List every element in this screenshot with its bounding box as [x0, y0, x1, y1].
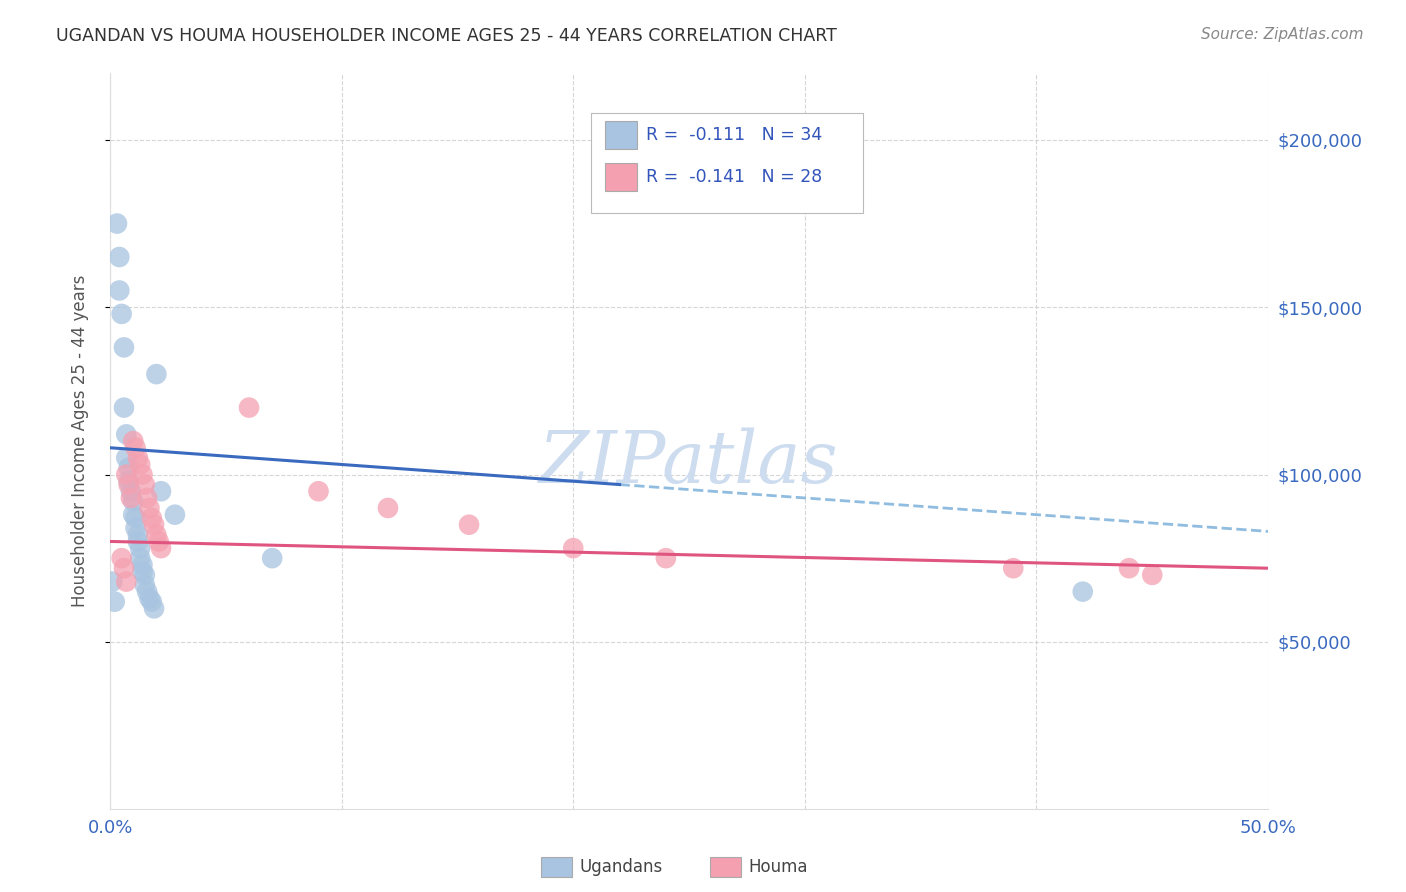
Point — [138, 500, 160, 515]
Point — [117, 474, 139, 488]
Point — [124, 441, 146, 455]
Point — [108, 250, 131, 264]
Point — [101, 574, 124, 589]
Point — [112, 401, 135, 415]
Text: ZIPatlas: ZIPatlas — [540, 428, 839, 499]
Text: Ugandans: Ugandans — [579, 858, 662, 876]
Point — [124, 521, 146, 535]
Point — [115, 450, 138, 465]
Point — [145, 527, 167, 541]
Point — [117, 477, 139, 491]
Point — [1142, 568, 1164, 582]
Point — [112, 340, 135, 354]
Point — [120, 491, 142, 505]
Point — [1118, 561, 1140, 575]
Point — [108, 284, 131, 298]
Point — [111, 307, 134, 321]
Point — [129, 541, 152, 556]
Point — [458, 517, 481, 532]
Point — [141, 595, 163, 609]
Point — [122, 508, 145, 522]
Point — [308, 484, 330, 499]
Point — [131, 467, 153, 482]
Point — [127, 450, 149, 465]
Point — [143, 517, 166, 532]
Point — [115, 427, 138, 442]
Point — [134, 477, 156, 491]
Point — [141, 511, 163, 525]
Point — [131, 558, 153, 572]
Point — [122, 494, 145, 508]
Point — [129, 458, 152, 472]
Point — [150, 484, 173, 499]
Point — [377, 500, 399, 515]
Point — [127, 527, 149, 541]
Text: R =  -0.141   N = 28: R = -0.141 N = 28 — [647, 168, 823, 186]
Text: Source: ZipAtlas.com: Source: ZipAtlas.com — [1201, 27, 1364, 42]
Point — [163, 508, 186, 522]
Point — [148, 534, 170, 549]
Point — [1002, 561, 1025, 575]
Text: UGANDAN VS HOUMA HOUSEHOLDER INCOME AGES 25 - 44 YEARS CORRELATION CHART: UGANDAN VS HOUMA HOUSEHOLDER INCOME AGES… — [56, 27, 837, 45]
Point — [262, 551, 284, 566]
Point — [1071, 584, 1094, 599]
Point — [105, 217, 128, 231]
Point — [143, 601, 166, 615]
Point — [655, 551, 678, 566]
Point — [111, 551, 134, 566]
Point — [238, 401, 260, 415]
Point — [562, 541, 585, 556]
Point — [104, 595, 127, 609]
Point — [127, 534, 149, 549]
Point — [134, 568, 156, 582]
Point — [134, 578, 156, 592]
Point — [124, 511, 146, 525]
Bar — [605, 120, 637, 149]
Text: R =  -0.111   N = 34: R = -0.111 N = 34 — [647, 126, 823, 144]
Point — [136, 584, 159, 599]
Y-axis label: Householder Income Ages 25 - 44 years: Householder Income Ages 25 - 44 years — [72, 275, 89, 607]
Point — [115, 467, 138, 482]
Point — [136, 491, 159, 505]
Point — [150, 541, 173, 556]
Point — [122, 434, 145, 448]
Point — [131, 565, 153, 579]
Point — [117, 460, 139, 475]
Point — [115, 574, 138, 589]
Point — [120, 484, 142, 499]
Point — [138, 591, 160, 606]
Point — [112, 561, 135, 575]
Point — [129, 551, 152, 566]
Text: Houma: Houma — [748, 858, 807, 876]
Point — [145, 367, 167, 381]
FancyBboxPatch shape — [591, 113, 863, 213]
Bar — [605, 163, 637, 191]
